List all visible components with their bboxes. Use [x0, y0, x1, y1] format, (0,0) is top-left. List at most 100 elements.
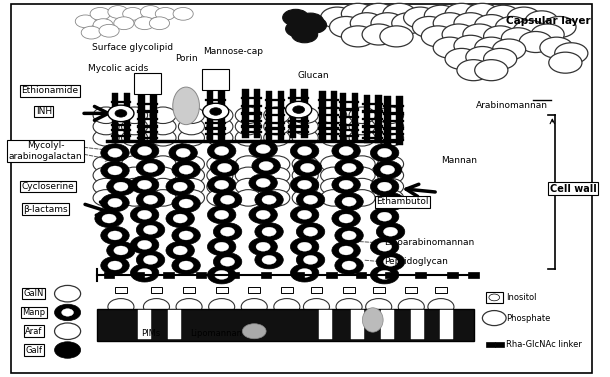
Circle shape — [466, 3, 499, 25]
Circle shape — [54, 304, 81, 321]
Circle shape — [321, 178, 346, 195]
Bar — [318, 107, 339, 109]
Circle shape — [256, 178, 270, 187]
Circle shape — [303, 299, 329, 315]
Circle shape — [292, 130, 318, 146]
Circle shape — [136, 159, 165, 177]
Circle shape — [422, 26, 454, 47]
Circle shape — [466, 46, 499, 67]
Circle shape — [93, 190, 119, 206]
Bar — [435, 287, 447, 293]
Circle shape — [220, 227, 235, 236]
Circle shape — [433, 37, 467, 58]
Circle shape — [235, 130, 261, 146]
Bar — [385, 271, 396, 278]
Bar — [137, 103, 158, 105]
Circle shape — [376, 193, 405, 211]
Circle shape — [335, 159, 364, 177]
Circle shape — [378, 148, 392, 157]
Text: Porin: Porin — [175, 54, 198, 63]
Circle shape — [214, 191, 242, 209]
Circle shape — [215, 242, 229, 251]
Circle shape — [114, 17, 134, 30]
Circle shape — [207, 118, 233, 135]
Bar — [266, 91, 272, 139]
Text: Lipomannan: Lipomannan — [190, 329, 242, 338]
Circle shape — [412, 17, 446, 37]
Circle shape — [81, 26, 101, 39]
Circle shape — [54, 285, 81, 302]
Circle shape — [398, 299, 425, 315]
Circle shape — [220, 257, 235, 266]
Circle shape — [285, 101, 312, 118]
Bar — [134, 271, 144, 278]
Circle shape — [207, 178, 233, 195]
Circle shape — [262, 255, 276, 264]
Circle shape — [303, 227, 318, 236]
Circle shape — [370, 266, 399, 284]
Circle shape — [264, 178, 290, 195]
Text: Araf: Araf — [25, 327, 43, 336]
Circle shape — [362, 3, 395, 25]
Bar — [206, 114, 226, 116]
Bar — [241, 126, 262, 128]
Circle shape — [384, 257, 398, 266]
Text: Manp: Manp — [22, 308, 45, 317]
Circle shape — [475, 37, 508, 58]
Ellipse shape — [242, 324, 266, 339]
Bar — [265, 133, 285, 135]
Circle shape — [150, 167, 176, 184]
Circle shape — [179, 261, 193, 270]
Text: PIMs: PIMs — [141, 329, 160, 338]
Circle shape — [292, 190, 318, 206]
Circle shape — [215, 270, 229, 279]
Bar — [281, 287, 293, 293]
Bar — [384, 97, 391, 145]
Circle shape — [143, 163, 157, 172]
Bar — [138, 310, 151, 339]
Circle shape — [381, 165, 395, 174]
Circle shape — [210, 159, 239, 177]
Text: Cycloserine: Cycloserine — [21, 182, 74, 191]
Text: Capsular layer: Capsular layer — [506, 16, 590, 26]
Circle shape — [489, 294, 500, 301]
Bar — [381, 310, 394, 339]
Circle shape — [131, 264, 159, 282]
Circle shape — [296, 191, 325, 209]
Circle shape — [336, 299, 362, 315]
Circle shape — [255, 223, 283, 241]
Circle shape — [404, 7, 437, 28]
Bar — [486, 292, 503, 303]
Bar — [265, 107, 285, 109]
Circle shape — [256, 210, 270, 219]
Bar — [265, 127, 285, 130]
Bar — [383, 120, 404, 122]
Circle shape — [349, 156, 375, 172]
Bar — [134, 73, 161, 93]
Bar — [289, 97, 309, 100]
Circle shape — [235, 167, 261, 184]
Text: Inositol: Inositol — [506, 293, 537, 302]
Circle shape — [95, 210, 123, 228]
Bar — [110, 129, 131, 132]
Bar — [260, 271, 271, 278]
Circle shape — [143, 255, 157, 264]
Ellipse shape — [173, 87, 199, 125]
Bar — [293, 271, 304, 278]
Circle shape — [54, 342, 81, 358]
Text: Arabinomannan: Arabinomannan — [476, 101, 548, 110]
Bar — [396, 97, 403, 145]
Circle shape — [121, 178, 148, 195]
Circle shape — [121, 156, 148, 172]
Bar — [265, 122, 285, 124]
Bar — [206, 99, 226, 101]
Circle shape — [108, 148, 122, 157]
Circle shape — [143, 299, 170, 315]
Circle shape — [384, 197, 398, 206]
Bar — [468, 271, 479, 278]
Circle shape — [264, 107, 290, 124]
Text: Mannan: Mannan — [441, 156, 477, 165]
Circle shape — [178, 178, 204, 195]
Circle shape — [235, 190, 261, 206]
Circle shape — [93, 107, 119, 124]
